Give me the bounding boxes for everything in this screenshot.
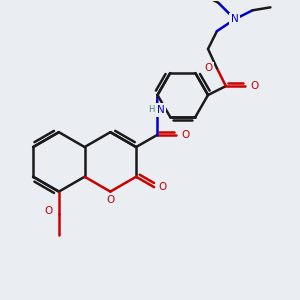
- Text: N: N: [157, 105, 164, 115]
- Text: N: N: [231, 14, 238, 24]
- Text: O: O: [106, 195, 115, 205]
- Text: H: H: [148, 105, 155, 114]
- Text: O: O: [158, 182, 166, 192]
- Text: O: O: [205, 63, 213, 73]
- Text: O: O: [250, 81, 258, 91]
- Text: O: O: [181, 130, 189, 140]
- Text: O: O: [44, 206, 52, 216]
